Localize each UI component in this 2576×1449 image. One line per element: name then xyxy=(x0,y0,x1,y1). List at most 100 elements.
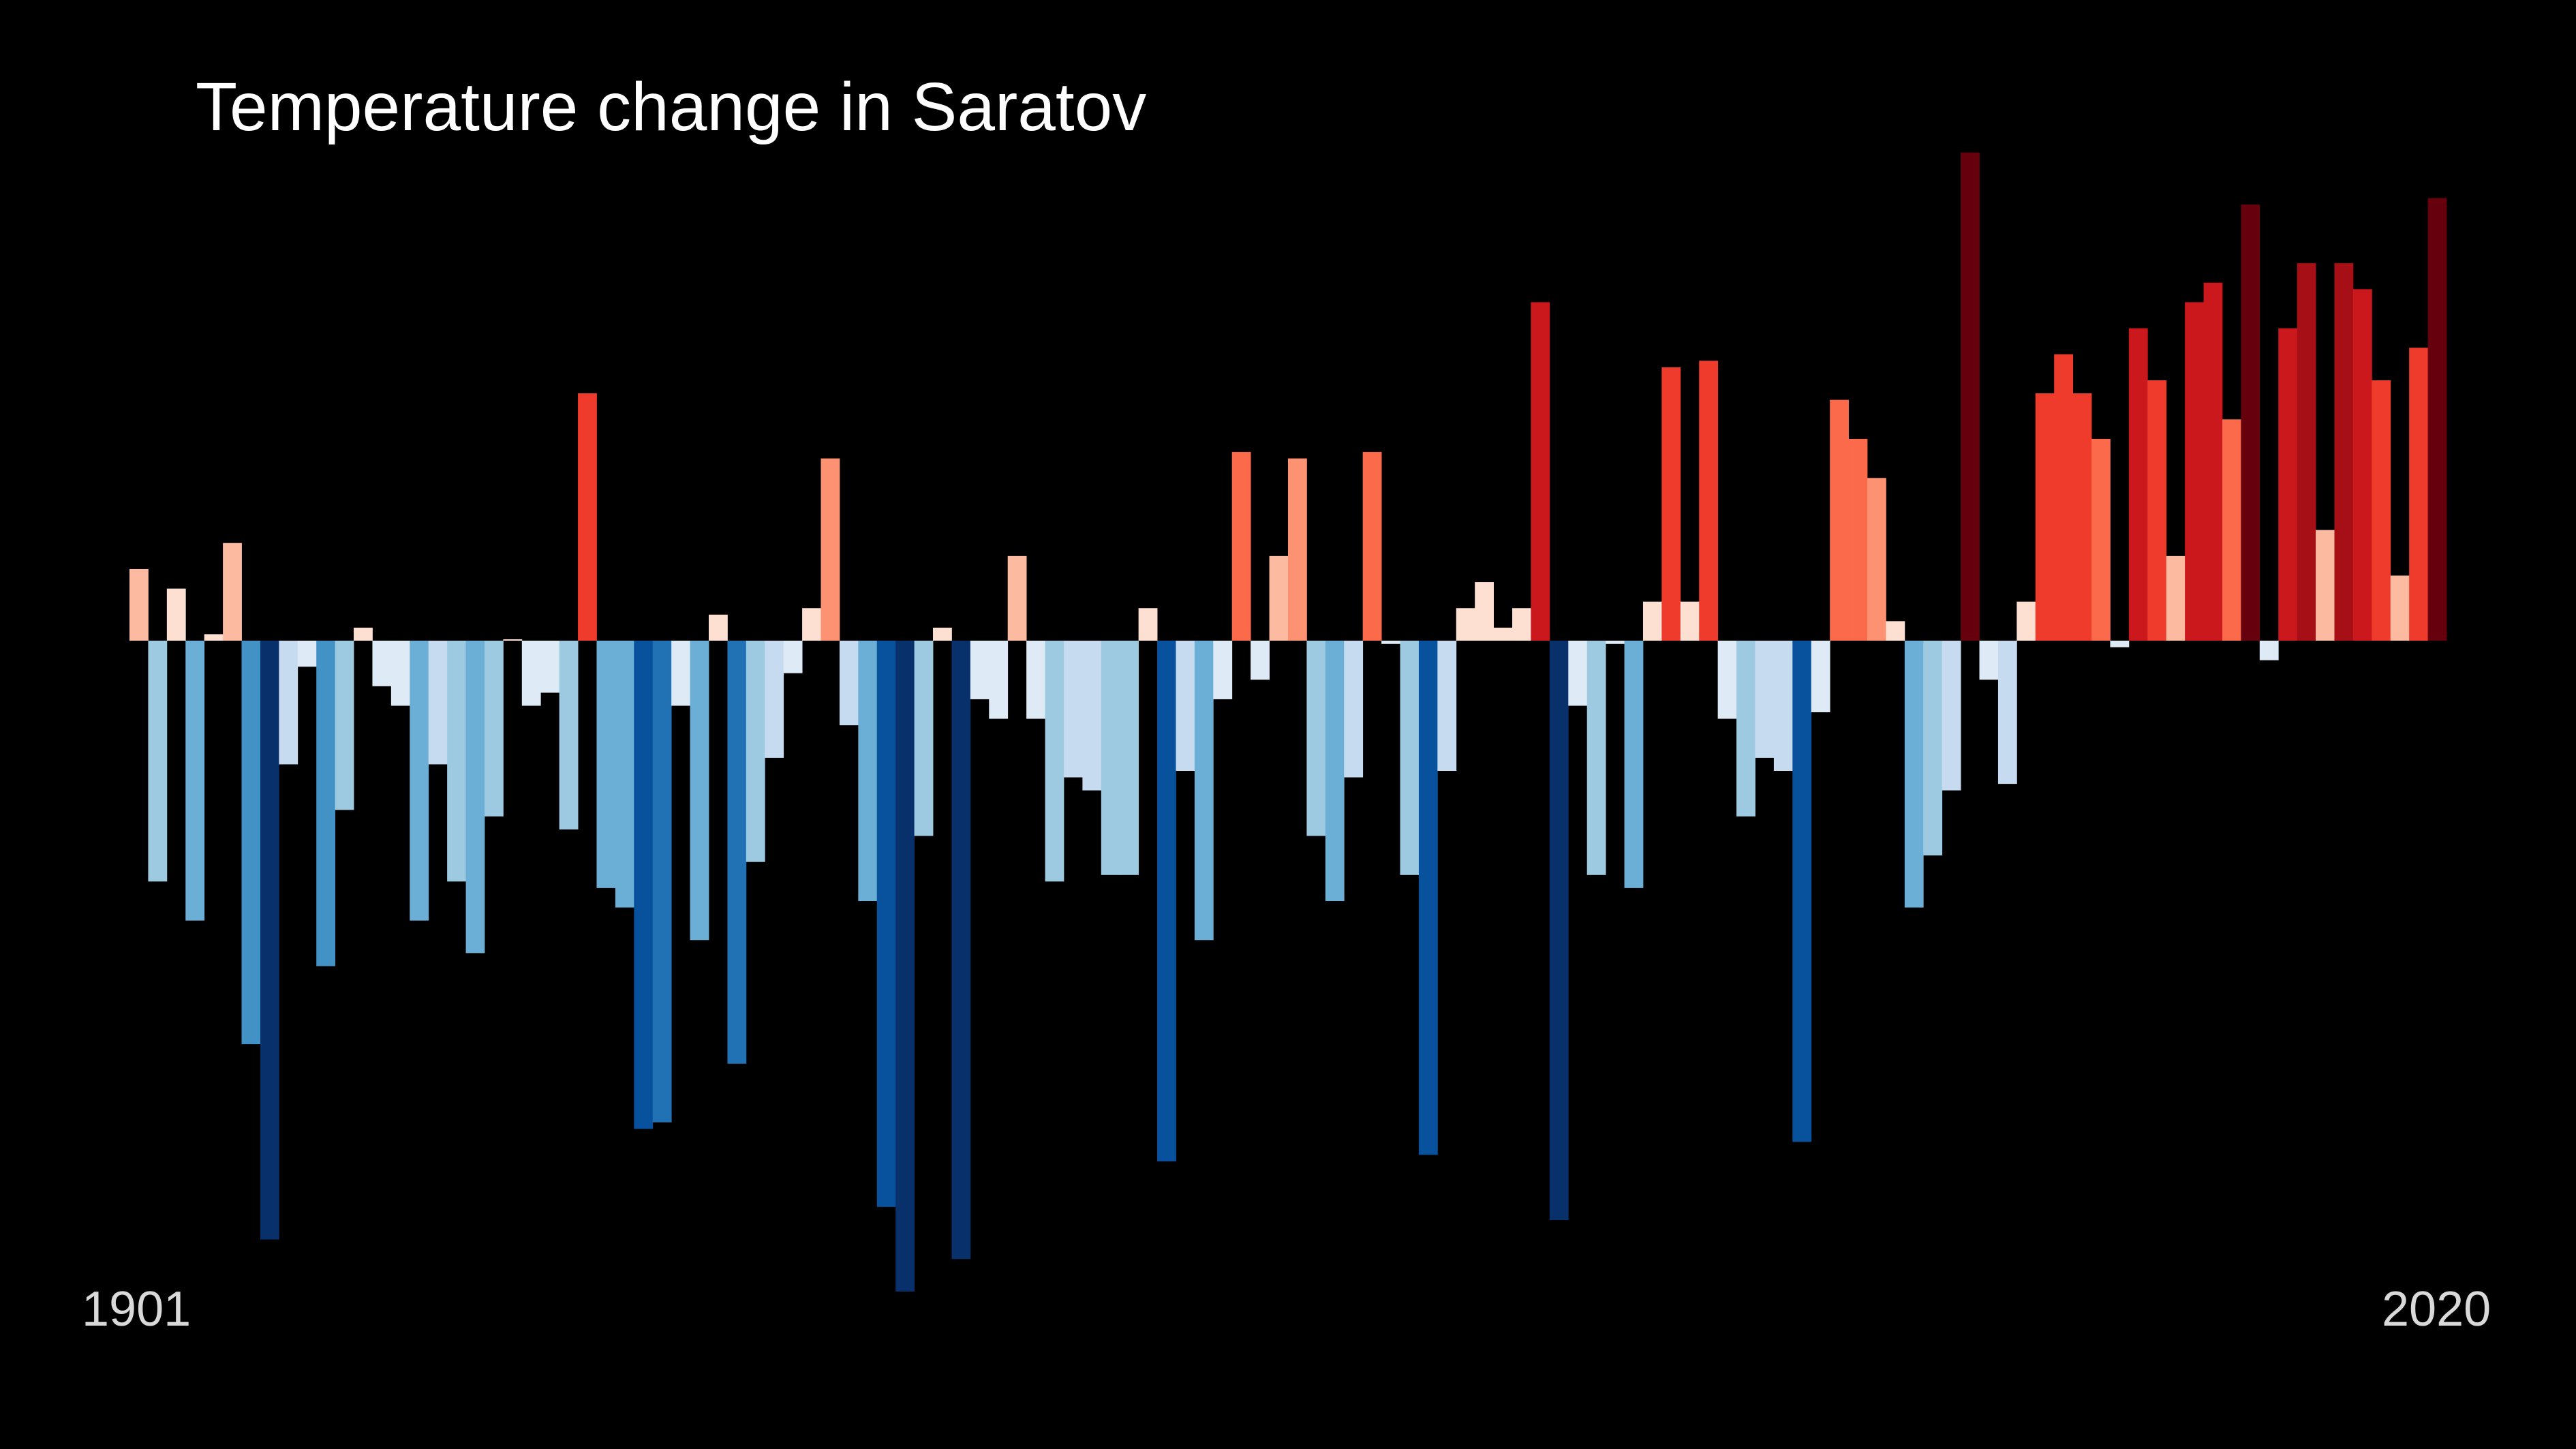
bar-2005 xyxy=(2072,393,2092,641)
bar-1934 xyxy=(746,641,765,862)
bar-1987 xyxy=(1736,641,1755,817)
bar-1913 xyxy=(354,627,373,641)
bar-1977 xyxy=(1549,641,1569,1220)
bar-1915 xyxy=(390,641,410,706)
bar-2006 xyxy=(2091,438,2111,641)
bar-1918 xyxy=(447,641,466,882)
bar-1935 xyxy=(765,641,784,758)
bar-1941 xyxy=(876,641,896,1207)
bar-1943 xyxy=(914,641,934,836)
bar-1990 xyxy=(1792,641,1812,1142)
bar-1916 xyxy=(410,641,429,921)
bar-1919 xyxy=(465,641,485,954)
bar-1917 xyxy=(428,641,448,765)
bar-1912 xyxy=(335,641,354,810)
bar-1926 xyxy=(596,641,616,888)
bar-1974 xyxy=(1493,627,1513,641)
bar-1989 xyxy=(1773,641,1793,771)
bar-1968 xyxy=(1381,641,1400,644)
bar-1988 xyxy=(1755,641,1775,758)
bar-1945 xyxy=(951,641,971,1260)
bar-1942 xyxy=(895,641,915,1292)
bar-2020 xyxy=(2352,289,2372,641)
bar-1932 xyxy=(709,614,728,641)
bar-2022 xyxy=(2390,575,2410,641)
bar-1944 xyxy=(933,627,952,641)
bar-1992 xyxy=(1830,399,1849,641)
bar-1910 xyxy=(297,641,317,667)
bar-1904 xyxy=(185,641,205,921)
bar-1967 xyxy=(1362,452,1382,641)
x-tick-label-start: 1901 xyxy=(82,1282,191,1337)
bar-1999 xyxy=(1961,152,1980,641)
bar-1948 xyxy=(1007,555,1027,641)
bar-1971 xyxy=(1437,641,1457,771)
x-tick-label-end: 2020 xyxy=(2382,1282,2491,1337)
bar-2012 xyxy=(2203,282,2223,641)
bar-2015 xyxy=(2259,641,2279,660)
bar-1921 xyxy=(503,639,523,641)
bar-1985 xyxy=(1699,361,1719,641)
bar-1979 xyxy=(1586,641,1606,875)
bar-1924 xyxy=(559,641,579,829)
bar-1994 xyxy=(1867,478,1886,641)
bar-1955 xyxy=(1138,608,1158,641)
bar-1949 xyxy=(1026,641,1045,719)
bar-2000 xyxy=(1979,641,1999,680)
bar-1964 xyxy=(1306,641,1326,836)
bar-1963 xyxy=(1288,458,1307,641)
bar-1972 xyxy=(1456,608,1475,641)
bar-2016 xyxy=(2278,328,2298,641)
bar-2009 xyxy=(2147,380,2167,641)
bar-1930 xyxy=(671,641,690,706)
bar-1954 xyxy=(1120,641,1139,875)
bar-1951 xyxy=(1063,641,1083,778)
bar-2019 xyxy=(2334,263,2354,641)
bar-2018 xyxy=(2316,530,2335,641)
bar-1980 xyxy=(1606,641,1625,644)
bar-2021 xyxy=(2372,380,2391,641)
bar-1961 xyxy=(1251,641,1270,680)
bar-1902 xyxy=(148,641,168,882)
bar-1984 xyxy=(1680,601,1700,641)
bar-2003 xyxy=(2035,393,2055,641)
bar-1940 xyxy=(858,641,878,901)
bar-1975 xyxy=(1512,608,1531,641)
bar-1995 xyxy=(1886,621,1905,641)
bar-1970 xyxy=(1418,641,1438,1155)
bar-1956 xyxy=(1157,641,1176,1161)
bar-1922 xyxy=(521,641,541,706)
bar-1909 xyxy=(279,641,298,765)
bar-1923 xyxy=(540,641,560,693)
bar-1969 xyxy=(1400,641,1420,875)
bar-2013 xyxy=(2222,419,2241,641)
bar-1952 xyxy=(1082,641,1102,791)
chart-title: Temperature change in Saratov xyxy=(196,69,1147,145)
bar-1914 xyxy=(372,641,392,686)
bar-1927 xyxy=(615,641,634,908)
bar-1998 xyxy=(1942,641,1961,791)
bar-1996 xyxy=(1904,641,1924,908)
bar-1911 xyxy=(316,641,336,966)
bar-1920 xyxy=(484,641,504,817)
bar-1939 xyxy=(839,641,859,726)
bar-1953 xyxy=(1101,641,1120,875)
bar-1959 xyxy=(1213,641,1233,699)
bar-2011 xyxy=(2185,302,2204,641)
bar-2010 xyxy=(2166,555,2186,641)
bar-2007 xyxy=(2110,641,2130,647)
bar-1928 xyxy=(634,641,654,1129)
bar-2017 xyxy=(2297,263,2316,641)
bar-1981 xyxy=(1624,641,1644,888)
bar-1950 xyxy=(1045,641,1064,882)
bar-1993 xyxy=(1848,438,1868,641)
bar-1907 xyxy=(241,641,261,1045)
bar-1903 xyxy=(166,588,186,641)
bar-1936 xyxy=(783,641,803,673)
bar-1901 xyxy=(129,568,149,641)
bar-1905 xyxy=(204,634,224,641)
bar-1958 xyxy=(1194,641,1214,941)
bar-1925 xyxy=(578,393,597,641)
bar-1991 xyxy=(1811,641,1830,713)
